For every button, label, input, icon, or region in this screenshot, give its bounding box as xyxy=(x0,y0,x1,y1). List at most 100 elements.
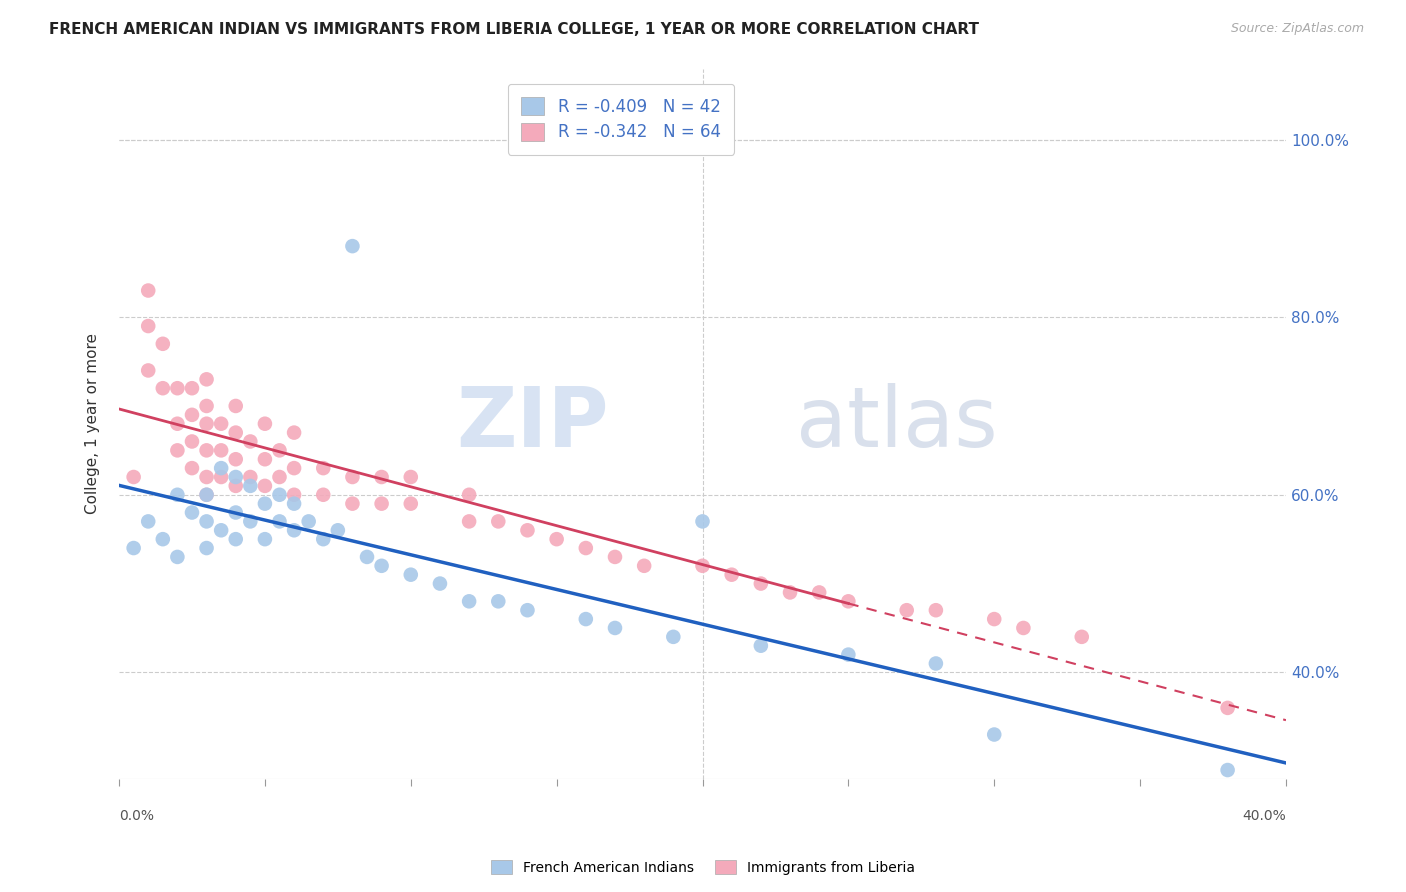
Point xyxy=(152,381,174,395)
Text: Source: ZipAtlas.com: Source: ZipAtlas.com xyxy=(1230,22,1364,36)
Point xyxy=(166,381,188,395)
Point xyxy=(225,532,247,546)
Point xyxy=(166,417,188,431)
Point xyxy=(342,470,364,484)
Point xyxy=(195,488,218,502)
Point xyxy=(225,399,247,413)
Point xyxy=(195,372,218,386)
Point xyxy=(749,639,772,653)
Point xyxy=(195,541,218,555)
Point xyxy=(253,479,276,493)
Point xyxy=(195,470,218,484)
Point xyxy=(269,470,291,484)
Point xyxy=(283,461,305,475)
Point xyxy=(749,576,772,591)
Point xyxy=(486,594,509,608)
Point xyxy=(283,523,305,537)
Point xyxy=(925,603,948,617)
Point xyxy=(152,336,174,351)
Point xyxy=(312,461,335,475)
Point xyxy=(370,470,392,484)
Point xyxy=(298,515,321,529)
Point xyxy=(195,488,218,502)
Point xyxy=(239,470,262,484)
Point xyxy=(195,515,218,529)
Point xyxy=(399,497,422,511)
Point xyxy=(181,461,204,475)
Point xyxy=(370,497,392,511)
Point xyxy=(166,443,188,458)
Point xyxy=(209,523,232,537)
Point xyxy=(253,452,276,467)
Point xyxy=(399,567,422,582)
Point xyxy=(181,434,204,449)
Point xyxy=(225,470,247,484)
Point xyxy=(239,434,262,449)
Point xyxy=(779,585,801,599)
Point xyxy=(239,479,262,493)
Point xyxy=(269,515,291,529)
Point xyxy=(225,452,247,467)
Point xyxy=(575,541,598,555)
Point xyxy=(516,523,538,537)
Point xyxy=(837,648,859,662)
Point xyxy=(1070,630,1092,644)
Text: FRENCH AMERICAN INDIAN VS IMMIGRANTS FROM LIBERIA COLLEGE, 1 YEAR OR MORE CORREL: FRENCH AMERICAN INDIAN VS IMMIGRANTS FRO… xyxy=(49,22,979,37)
Point xyxy=(225,506,247,520)
Point xyxy=(136,515,159,529)
Point xyxy=(195,443,218,458)
Point xyxy=(1012,621,1035,635)
Point xyxy=(603,621,626,635)
Point xyxy=(458,488,481,502)
Text: ZIP: ZIP xyxy=(457,384,609,464)
Point xyxy=(633,558,655,573)
Point xyxy=(181,408,204,422)
Legend: R = -0.409   N = 42, R = -0.342   N = 64: R = -0.409 N = 42, R = -0.342 N = 64 xyxy=(508,84,734,154)
Point xyxy=(136,284,159,298)
Point xyxy=(122,470,145,484)
Point xyxy=(662,630,685,644)
Point xyxy=(166,488,188,502)
Text: 40.0%: 40.0% xyxy=(1243,809,1286,823)
Point xyxy=(253,497,276,511)
Point xyxy=(983,727,1005,741)
Point xyxy=(458,515,481,529)
Text: 0.0%: 0.0% xyxy=(120,809,155,823)
Point xyxy=(370,558,392,573)
Point xyxy=(152,532,174,546)
Point xyxy=(195,417,218,431)
Point xyxy=(283,488,305,502)
Point xyxy=(983,612,1005,626)
Point xyxy=(326,523,349,537)
Point xyxy=(166,549,188,564)
Point xyxy=(837,594,859,608)
Point xyxy=(209,461,232,475)
Point xyxy=(692,558,714,573)
Point xyxy=(429,576,451,591)
Point xyxy=(209,417,232,431)
Point xyxy=(312,488,335,502)
Legend: French American Indians, Immigrants from Liberia: French American Indians, Immigrants from… xyxy=(485,855,921,880)
Point xyxy=(283,425,305,440)
Point xyxy=(692,515,714,529)
Point xyxy=(195,399,218,413)
Point xyxy=(181,381,204,395)
Point xyxy=(356,549,378,564)
Point xyxy=(225,479,247,493)
Point xyxy=(122,541,145,555)
Point xyxy=(136,363,159,377)
Point xyxy=(283,497,305,511)
Point xyxy=(342,497,364,511)
Point xyxy=(136,319,159,334)
Point xyxy=(269,488,291,502)
Point xyxy=(1216,701,1239,715)
Point xyxy=(896,603,918,617)
Point xyxy=(225,425,247,440)
Point xyxy=(312,532,335,546)
Point xyxy=(239,515,262,529)
Point xyxy=(1216,763,1239,777)
Point xyxy=(808,585,831,599)
Point xyxy=(925,657,948,671)
Point xyxy=(575,612,598,626)
Point xyxy=(546,532,568,546)
